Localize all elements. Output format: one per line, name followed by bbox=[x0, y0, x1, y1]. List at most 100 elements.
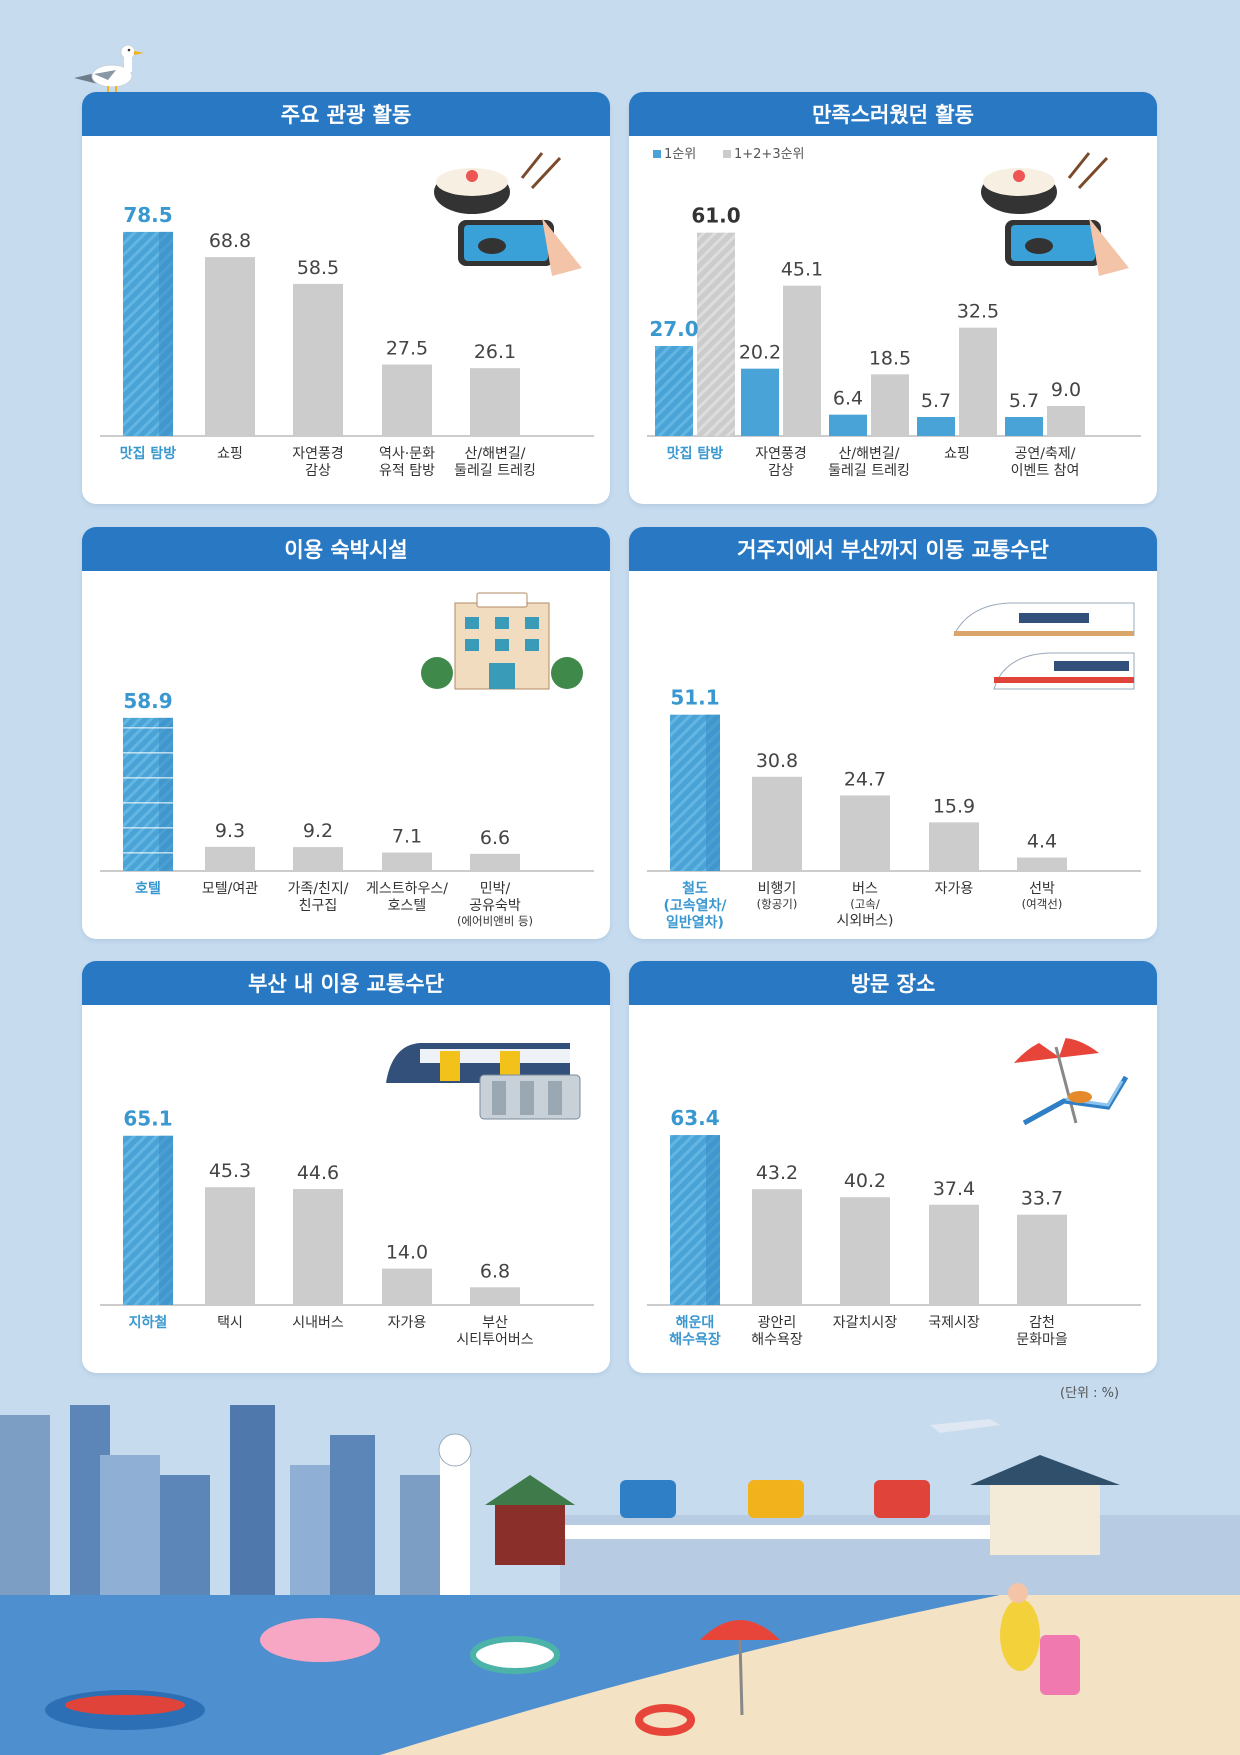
data-label: 58.5 bbox=[297, 257, 339, 279]
category-label: 버스 (고속/시외버스) bbox=[837, 881, 894, 929]
category-label: 호텔 bbox=[135, 881, 161, 897]
bar bbox=[293, 847, 343, 871]
category-label: 역사·문화 유적 탐방 bbox=[379, 446, 435, 479]
category-label: 광안리 해수욕장 bbox=[751, 1315, 803, 1348]
data-label: 51.1 bbox=[670, 686, 719, 710]
data-label: 78.5 bbox=[123, 203, 172, 227]
category-label: 가족/친지/친구집 bbox=[288, 881, 349, 914]
category-label: 맛집 탐방 bbox=[667, 445, 724, 462]
busan-scene-illustration bbox=[0, 1405, 1240, 1755]
category-label: 자연풍경 감상 bbox=[292, 446, 344, 479]
chart-transport-to-busan: 51.1 30.8 24.7 15.9 4.4 철도 (고속열차/일반열차) 비행기 (항공기)… bbox=[647, 686, 1141, 931]
data-label: 44.6 bbox=[297, 1162, 339, 1184]
legend-swatch bbox=[723, 150, 731, 158]
legend-entry: 1순위 bbox=[664, 147, 696, 162]
category-label: 자가용 bbox=[935, 881, 974, 897]
data-label: 5.7 bbox=[1009, 390, 1039, 412]
data-label: 5.7 bbox=[921, 390, 951, 412]
data-label: 18.5 bbox=[869, 347, 911, 369]
bar-shade bbox=[706, 714, 720, 871]
data-label: 30.8 bbox=[756, 750, 798, 772]
category-label: 모텔/여관 bbox=[202, 881, 258, 897]
category-label: 쇼핑 bbox=[217, 446, 243, 462]
bar bbox=[840, 1197, 890, 1305]
unit-note: (단위 : %) bbox=[1060, 1386, 1120, 1401]
category-label: 비행기 (항공기) bbox=[757, 881, 798, 911]
bar bbox=[470, 368, 520, 436]
bar-rank1 bbox=[1005, 417, 1043, 436]
legend: 1순위 1+2+3순위 bbox=[653, 147, 805, 162]
category-label: 산/해변길/둘레길 트레킹 bbox=[828, 446, 910, 479]
category-label: 국제시장 bbox=[928, 1315, 980, 1331]
bar-rank1 bbox=[917, 417, 955, 436]
bar-shade bbox=[159, 1135, 173, 1305]
category-label: 자가용 bbox=[388, 1315, 427, 1331]
bar-rank123 bbox=[1047, 406, 1085, 436]
bar-shade bbox=[159, 231, 173, 436]
data-label: 4.4 bbox=[1027, 831, 1057, 853]
bar-rank123 bbox=[871, 374, 909, 436]
bar-rank1 bbox=[829, 414, 867, 436]
data-label: 37.4 bbox=[933, 1178, 975, 1200]
data-label: 32.5 bbox=[957, 301, 999, 323]
bar-rank1 bbox=[655, 346, 693, 436]
data-label: 58.9 bbox=[123, 689, 172, 713]
panel-title: 거주지에서 부산까지 이동 교통수단 bbox=[629, 527, 1157, 571]
data-label: 9.2 bbox=[303, 820, 333, 842]
bar bbox=[205, 1187, 255, 1305]
category-label: 택시 bbox=[217, 1315, 243, 1331]
panel-title: 이용 숙박시설 bbox=[82, 527, 610, 571]
panel-places: 방문 장소 63.4 43.2 40.2 37.4 33.7 해운대 해수욕장 광안리 해수욕장… bbox=[629, 961, 1157, 1373]
data-label: 7.1 bbox=[392, 826, 422, 848]
food-icon bbox=[981, 152, 1129, 276]
category-label: 선박 (여객선) bbox=[1022, 881, 1063, 911]
data-label: 43.2 bbox=[756, 1162, 798, 1184]
panel-title: 부산 내 이용 교통수단 bbox=[82, 961, 610, 1005]
bar bbox=[929, 1204, 979, 1305]
category-label: 자연풍경 감상 bbox=[755, 446, 807, 479]
chart-activities: 78.5 68.8 58.5 27.5 26.1 맛집 탐방 쇼핑 자연풍경 감상 역사·문화 유적… bbox=[100, 203, 594, 479]
category-label: 시내버스 bbox=[292, 1315, 344, 1331]
data-label: 6.8 bbox=[480, 1260, 510, 1282]
category-label: 감천 문화마을 bbox=[1016, 1315, 1068, 1348]
bar-shade bbox=[159, 717, 173, 871]
data-label: 6.6 bbox=[480, 827, 510, 849]
bar bbox=[205, 257, 255, 436]
bar bbox=[205, 846, 255, 871]
data-label: 45.3 bbox=[209, 1160, 251, 1182]
bar bbox=[752, 776, 802, 871]
data-label: 33.7 bbox=[1021, 1188, 1063, 1210]
bar-rank123 bbox=[697, 232, 735, 436]
panel-title: 주요 관광 활동 bbox=[82, 92, 610, 136]
panel-transport-in-busan: 부산 내 이용 교통수단 65.1 45.3 44.6 14.0 6.8 지하철 택시 시내버… bbox=[82, 961, 610, 1373]
panel-activities: 주요 관광 활동 78.5 68.8 58.5 27.5 26.1 맛집 탐방 쇼핑 자연풍경… bbox=[82, 92, 610, 504]
bar bbox=[293, 283, 343, 436]
data-label: 24.7 bbox=[844, 768, 886, 790]
data-label: 9.3 bbox=[215, 820, 245, 842]
train-icon bbox=[953, 602, 1135, 690]
bar bbox=[382, 852, 432, 871]
category-label: 부산 시티투어버스 bbox=[456, 1315, 533, 1348]
data-label: 40.2 bbox=[844, 1170, 886, 1192]
seagull-illustration bbox=[74, 44, 144, 94]
data-label: 14.0 bbox=[386, 1242, 428, 1264]
bar bbox=[840, 795, 890, 871]
category-label: 공연/축제/이벤트 참여 bbox=[1011, 446, 1080, 479]
bar bbox=[1017, 1214, 1067, 1305]
legend-entry: 1+2+3순위 bbox=[734, 147, 805, 162]
category-label: 자갈치시장 bbox=[833, 1315, 898, 1331]
subway-icon bbox=[386, 1043, 581, 1120]
food-icon bbox=[434, 152, 582, 276]
category-label: 쇼핑 bbox=[944, 446, 970, 462]
bar-rank1 bbox=[741, 368, 779, 436]
category-label: 맛집 탐방 bbox=[120, 445, 177, 462]
chart-places: 63.4 43.2 40.2 37.4 33.7 해운대 해수욕장 광안리 해수욕장 자갈치시장 국… bbox=[647, 1106, 1141, 1348]
bar bbox=[929, 822, 979, 871]
panel-title: 만족스러웠던 활동 bbox=[629, 92, 1157, 136]
category-label: 해운대 해수욕장 bbox=[669, 1315, 721, 1348]
chart-satisfying: 1순위 1+2+3순위 27.0 61.0 20.2 45.1 6.4 18.5 5.7 32.5… bbox=[647, 147, 1141, 479]
category-label: 산/해변길/둘레길 트레킹 bbox=[454, 446, 536, 479]
panel-accommodation: 이용 숙박시설 58.9 9.3 9.2 7.1 6.6 호텔 모텔/여관 가족/친지/친구집… bbox=[82, 527, 610, 939]
chart-transport-in-busan: 65.1 45.3 44.6 14.0 6.8 지하철 택시 시내버스 자가용 부산 시티투어버스 bbox=[100, 1107, 594, 1348]
beach-chair-icon bbox=[1014, 1035, 1129, 1126]
